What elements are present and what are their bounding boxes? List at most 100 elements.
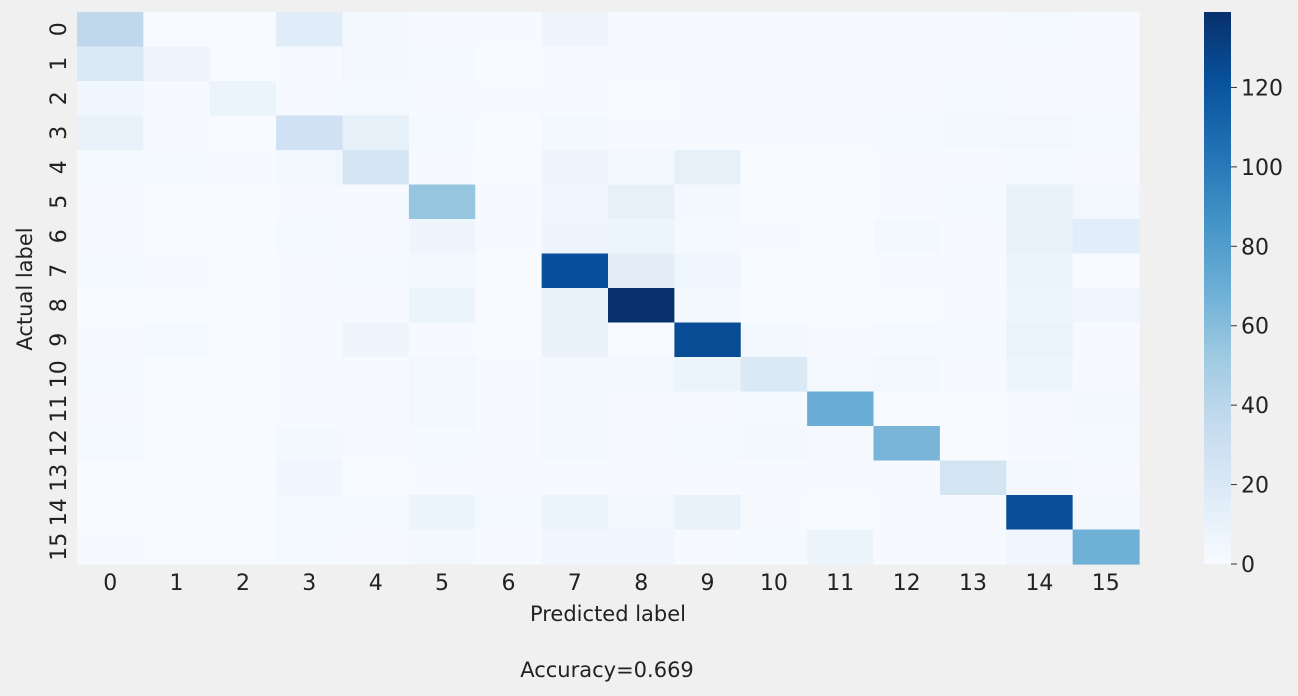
heatmap-cell [408,184,476,220]
heatmap-cell [342,288,410,324]
heatmap-cell [1006,12,1074,48]
heatmap-cell [740,460,808,496]
heatmap-cell [873,150,941,186]
heatmap-cell [674,322,742,358]
heatmap-cell [807,357,875,393]
heatmap-cell [541,426,609,462]
heatmap-cell [143,460,211,496]
heatmap-cell [475,12,543,48]
heatmap-cell [873,529,941,565]
heatmap-cell [342,81,410,117]
heatmap-cell [1072,12,1140,48]
heatmap-cell [209,46,277,82]
heatmap-cell [740,322,808,358]
heatmap-cell [143,46,211,82]
heatmap-cell [1072,81,1140,117]
heatmap-cell [475,460,543,496]
y-tick-label: 11 [47,395,72,423]
heatmap-cell [939,322,1007,358]
heatmap-cell [77,115,144,151]
heatmap-cell [408,357,476,393]
heatmap-cell [807,46,875,82]
heatmap-cell [209,12,277,48]
heatmap-cell [608,150,675,186]
heatmap-cell [276,184,344,220]
heatmap-cell [475,322,543,358]
heatmap-cell [1072,219,1140,255]
heatmap-cell [608,391,675,427]
heatmap-cell [674,46,742,82]
y-axis-label: Actual label [13,227,37,350]
y-tick-label: 14 [47,498,72,526]
heatmap-cell [740,288,808,324]
heatmap-cell [209,357,277,393]
x-tick-label: 11 [826,571,854,596]
y-tick-label: 5 [47,195,72,209]
heatmap-cell [1006,460,1074,496]
x-tick-label: 3 [302,571,316,596]
heatmap-cell [939,426,1007,462]
heatmap-cell [873,322,941,358]
heatmap-cell [209,115,277,151]
heatmap-cell [408,288,476,324]
heatmap-cell [807,150,875,186]
heatmap-cell [77,253,144,289]
heatmap-cell [342,115,410,151]
heatmap-cell [342,460,410,496]
heatmap-cell [740,115,808,151]
heatmap-cell [408,46,476,82]
heatmap-cell [873,460,941,496]
heatmap-cell [276,115,344,151]
heatmap-cell [1006,357,1074,393]
heatmap-cell [143,12,211,48]
heatmap-cell [342,426,410,462]
heatmap-cell [807,529,875,565]
heatmap-cell [209,184,277,220]
heatmap-cell [807,253,875,289]
heatmap-cell [342,219,410,255]
heatmap-cell [873,391,941,427]
heatmap-cell [541,460,609,496]
heatmap-cell [408,150,476,186]
heatmap-cell [674,529,742,565]
heatmap-cell [674,115,742,151]
heatmap-cell [1006,495,1074,531]
heatmap-cell [1072,288,1140,324]
heatmap-cell [1006,253,1074,289]
heatmap-cell [608,81,675,117]
colorbar-tick-label: 0 [1241,553,1255,578]
heatmap-cell [541,391,609,427]
heatmap-cell [541,219,609,255]
heatmap-cell [608,219,675,255]
heatmap-cell [674,219,742,255]
heatmap-cell [342,253,410,289]
heatmap-cell [873,495,941,531]
heatmap-cell [740,495,808,531]
heatmap-cell [674,495,742,531]
heatmap-cell [1006,150,1074,186]
heatmap-cell [276,495,344,531]
heatmap-cell [276,288,344,324]
heatmap-cell [475,150,543,186]
heatmap-cell [342,150,410,186]
heatmap-cell [740,253,808,289]
heatmap-cell [77,288,144,324]
heatmap-cell [541,81,609,117]
heatmap-cell [740,426,808,462]
heatmap-cell [807,288,875,324]
heatmap-cell [209,460,277,496]
heatmap-cell [276,12,344,48]
heatmap-cell [209,322,277,358]
heatmap-cell [541,184,609,220]
heatmap-cells [77,12,1140,565]
heatmap-cell [1072,253,1140,289]
heatmap-cell [873,115,941,151]
heatmap-cell [342,12,410,48]
y-tick-label: 4 [47,160,72,174]
heatmap-cell [541,253,609,289]
colorbar-tick-label: 40 [1241,394,1269,419]
heatmap-cell [939,46,1007,82]
y-tick-label: 1 [47,57,72,71]
colorbar-tick-label: 100 [1241,156,1283,181]
heatmap-cell [408,12,476,48]
